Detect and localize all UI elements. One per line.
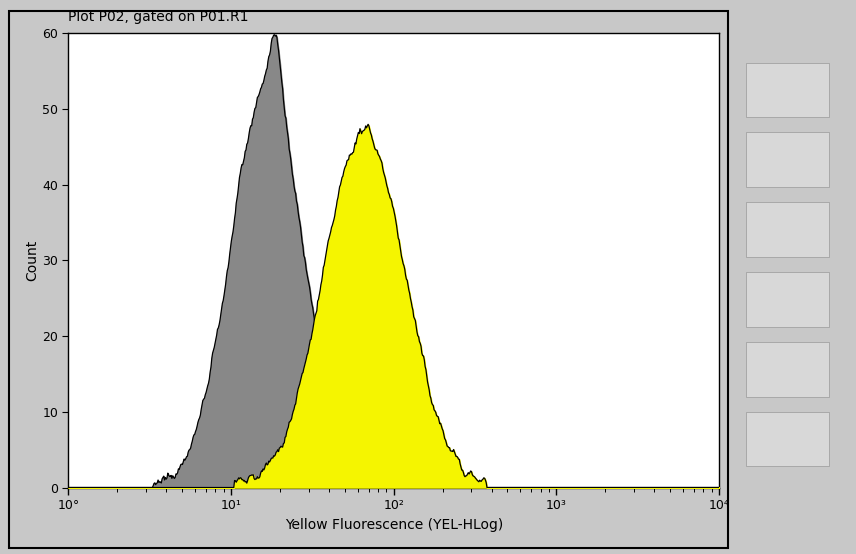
Text: Plot P02, gated on P01.R1: Plot P02, gated on P01.R1 xyxy=(68,10,249,24)
Bar xyxy=(746,63,829,117)
Bar xyxy=(746,272,829,327)
X-axis label: Yellow Fluorescence (YEL-HLog): Yellow Fluorescence (YEL-HLog) xyxy=(285,518,502,532)
Bar xyxy=(746,412,829,466)
Bar xyxy=(746,342,829,397)
Bar xyxy=(746,202,829,257)
Y-axis label: Count: Count xyxy=(26,240,39,281)
Bar xyxy=(746,132,829,187)
